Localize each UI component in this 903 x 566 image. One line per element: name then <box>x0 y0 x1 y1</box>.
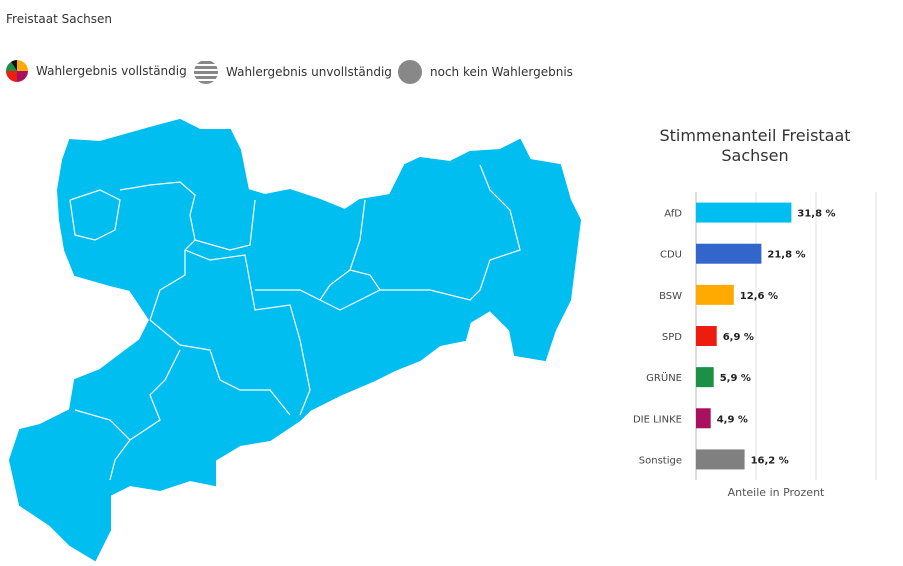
page-title: Freistaat Sachsen <box>6 12 113 26</box>
bar <box>696 202 792 223</box>
legend-icon <box>398 60 422 84</box>
map <box>8 118 582 562</box>
value-label: 31,8 % <box>797 209 835 220</box>
value-label: 4,9 % <box>717 414 748 425</box>
value-label: 12,6 % <box>740 291 778 302</box>
chart-title: Stimmenanteil Freistaat Sachsen <box>659 126 851 165</box>
legend-label: Wahlergebnis vollständig <box>36 64 187 78</box>
chart: AfD 31,8 % CDU 21,8 % BSW 12,6 % SPD 6,9 % GRÜNE… <box>633 192 877 499</box>
bar <box>696 284 734 305</box>
bar <box>696 449 745 470</box>
legend-label: Wahlergebnis unvollständig <box>226 65 392 79</box>
map-region <box>8 118 582 562</box>
y-tick-label: AfD <box>664 209 682 220</box>
bar <box>696 243 762 264</box>
y-tick-label: BSW <box>659 291 682 302</box>
bar <box>696 326 717 346</box>
x-axis-label: Anteile in Prozent <box>728 486 825 499</box>
legend-item: Wahlergebnis vollständig <box>6 60 187 82</box>
bar <box>696 367 714 388</box>
district-borders <box>69 164 521 481</box>
y-tick-label: GRÜNE <box>646 371 682 384</box>
legend-icon <box>194 61 218 84</box>
bar <box>696 408 711 429</box>
legend-icon <box>6 60 28 82</box>
value-label: 5,9 % <box>720 373 751 384</box>
value-label: 21,8 % <box>767 250 805 261</box>
value-label: 6,9 % <box>723 332 754 343</box>
y-tick-label: CDU <box>660 250 682 261</box>
legend-item: Wahlergebnis unvollständig <box>194 60 392 84</box>
legend-item: noch kein Wahlergebnis <box>398 60 573 84</box>
y-tick-label: Sonstige <box>639 455 682 466</box>
y-tick-label: SPD <box>662 332 682 343</box>
y-tick-label: DIE LINKE <box>633 414 682 425</box>
legend-label: noch kein Wahlergebnis <box>430 65 573 79</box>
value-label: 16,2 % <box>751 455 789 466</box>
